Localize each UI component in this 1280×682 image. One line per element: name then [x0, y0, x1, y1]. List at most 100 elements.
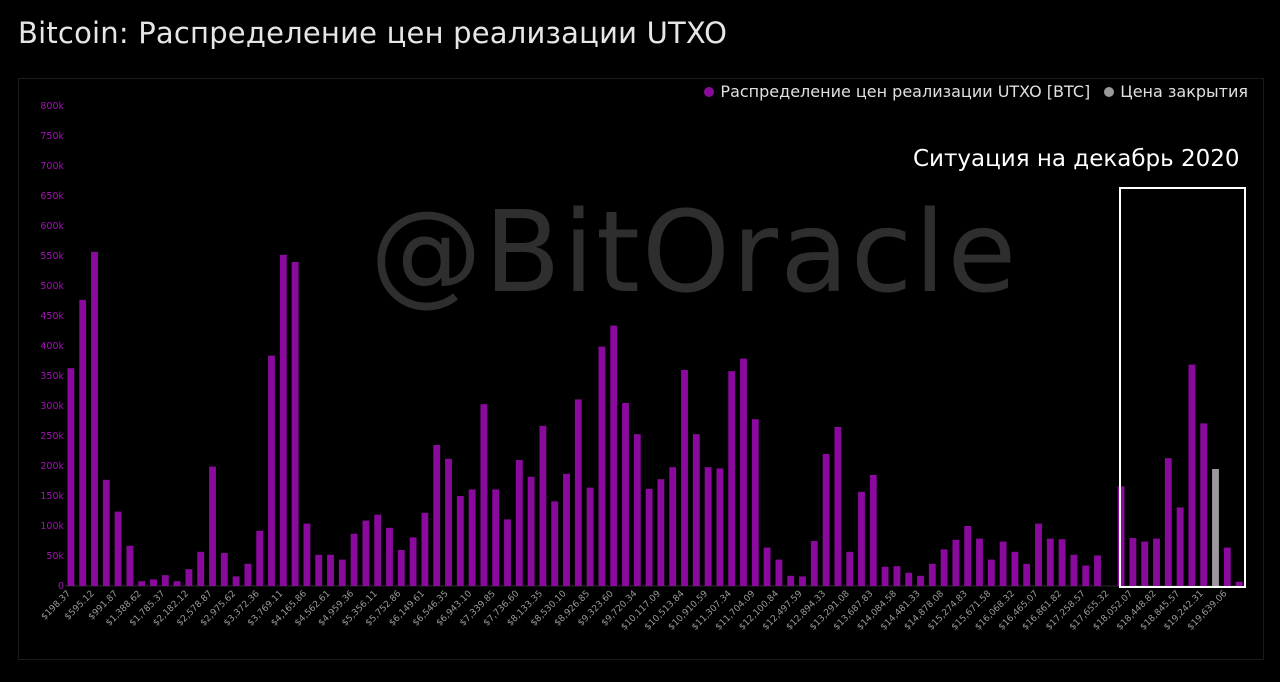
bar-utxo[interactable]: [327, 554, 334, 586]
bar-utxo[interactable]: [622, 403, 629, 586]
bar-utxo[interactable]: [350, 533, 358, 586]
legend-item-utxo[interactable]: Распределение цен реализации UTXO [BTC]: [704, 82, 1090, 101]
bar-utxo[interactable]: [1035, 523, 1042, 586]
bar-utxo[interactable]: [893, 566, 901, 586]
bar-utxo[interactable]: [527, 476, 535, 586]
bar-utxo[interactable]: [740, 358, 747, 586]
bar-utxo[interactable]: [1094, 555, 1101, 586]
bar-utxo[interactable]: [1164, 458, 1172, 586]
bar-utxo[interactable]: [1023, 563, 1031, 586]
bar-utxo[interactable]: [987, 559, 995, 586]
bar-utxo[interactable]: [1070, 554, 1078, 586]
bar-utxo[interactable]: [787, 575, 795, 586]
bar-utxo[interactable]: [1235, 581, 1243, 586]
bar-utxo[interactable]: [386, 527, 393, 586]
bar-utxo[interactable]: [728, 371, 736, 586]
bar-utxo[interactable]: [445, 458, 452, 586]
bar-utxo[interactable]: [775, 559, 783, 586]
bar-utxo[interactable]: [338, 559, 346, 586]
bar-utxo[interactable]: [657, 479, 665, 586]
bar-utxo[interactable]: [716, 468, 724, 586]
bar-utxo[interactable]: [244, 563, 252, 586]
bar-utxo[interactable]: [468, 489, 476, 586]
bar-utxo[interactable]: [751, 419, 759, 586]
bar-utxo[interactable]: [1046, 538, 1054, 586]
legend-item-close-price[interactable]: Цена закрытия: [1104, 82, 1248, 101]
bar-utxo[interactable]: [799, 576, 806, 586]
bar-utxo[interactable]: [161, 575, 169, 586]
bar-utxo[interactable]: [858, 491, 865, 586]
bar-utxo[interactable]: [173, 581, 181, 586]
bar-utxo[interactable]: [1188, 364, 1196, 586]
bar-utxo[interactable]: [598, 346, 606, 586]
bar-utxo[interactable]: [574, 399, 582, 586]
bar-utxo[interactable]: [763, 547, 771, 586]
bar-utxo[interactable]: [917, 575, 924, 586]
bar-utxo[interactable]: [492, 489, 500, 586]
bar-utxo[interactable]: [456, 496, 464, 586]
bar-utxo[interactable]: [138, 581, 146, 586]
bar-utxo[interactable]: [645, 488, 653, 586]
bar-utxo[interactable]: [102, 479, 110, 586]
bar-utxo[interactable]: [515, 460, 523, 586]
bar-utxo[interactable]: [303, 523, 311, 586]
bar-utxo[interactable]: [126, 545, 134, 586]
bar-utxo[interactable]: [421, 512, 429, 586]
bar-utxo[interactable]: [586, 487, 594, 586]
bar-utxo[interactable]: [150, 579, 157, 586]
bar-utxo[interactable]: [940, 549, 948, 586]
bar-utxo[interactable]: [268, 355, 275, 586]
bar-utxo[interactable]: [1011, 551, 1019, 586]
bar-utxo[interactable]: [91, 251, 98, 587]
bar-utxo[interactable]: [905, 572, 913, 586]
bar-utxo[interactable]: [669, 467, 677, 586]
bar-utxo[interactable]: [704, 467, 712, 586]
bar-utxo[interactable]: [197, 551, 205, 586]
bar-utxo[interactable]: [1200, 423, 1208, 586]
bar-utxo[interactable]: [114, 511, 122, 586]
bar-utxo[interactable]: [952, 539, 960, 586]
bar-utxo[interactable]: [999, 541, 1007, 586]
bar-utxo[interactable]: [810, 541, 818, 586]
bar-utxo[interactable]: [1176, 507, 1184, 586]
bar-utxo[interactable]: [397, 550, 405, 586]
bar-utxo[interactable]: [551, 501, 559, 586]
bar-utxo[interactable]: [291, 262, 299, 586]
bar-utxo[interactable]: [964, 526, 972, 586]
bar-utxo[interactable]: [279, 254, 287, 587]
bar-utxo[interactable]: [681, 370, 688, 586]
bar-utxo[interactable]: [846, 551, 854, 586]
bar-utxo[interactable]: [433, 445, 441, 586]
bar-utxo[interactable]: [209, 466, 216, 586]
bar-utxo[interactable]: [185, 569, 193, 586]
bar-utxo[interactable]: [1141, 541, 1149, 586]
bar-utxo[interactable]: [315, 554, 323, 586]
bar-utxo[interactable]: [232, 576, 240, 586]
bar-close-price[interactable]: [1212, 469, 1219, 586]
bar-utxo[interactable]: [834, 427, 842, 586]
bar-utxo[interactable]: [563, 473, 570, 586]
bar-utxo[interactable]: [1117, 486, 1125, 586]
bar-utxo[interactable]: [1153, 538, 1160, 586]
bar-utxo[interactable]: [976, 538, 983, 586]
bar-utxo[interactable]: [610, 325, 618, 586]
bar-utxo[interactable]: [928, 563, 936, 586]
bar-utxo[interactable]: [869, 475, 877, 586]
bar-utxo[interactable]: [692, 434, 700, 586]
bar-utxo[interactable]: [1058, 539, 1066, 586]
bar-utxo[interactable]: [220, 553, 228, 586]
bar-utxo[interactable]: [362, 520, 370, 586]
bar-utxo[interactable]: [374, 514, 382, 586]
bar-utxo[interactable]: [256, 530, 264, 586]
bar-utxo[interactable]: [881, 566, 889, 586]
bar-utxo[interactable]: [409, 537, 417, 586]
bar-utxo[interactable]: [539, 425, 547, 586]
bar-utxo[interactable]: [1082, 565, 1090, 586]
bar-utxo[interactable]: [67, 368, 75, 586]
bar-utxo[interactable]: [1129, 538, 1137, 586]
bar-utxo[interactable]: [822, 454, 830, 586]
bar-utxo[interactable]: [504, 519, 511, 586]
bar-utxo[interactable]: [480, 404, 488, 586]
bar-utxo[interactable]: [633, 434, 641, 586]
bar-utxo[interactable]: [1223, 547, 1231, 586]
